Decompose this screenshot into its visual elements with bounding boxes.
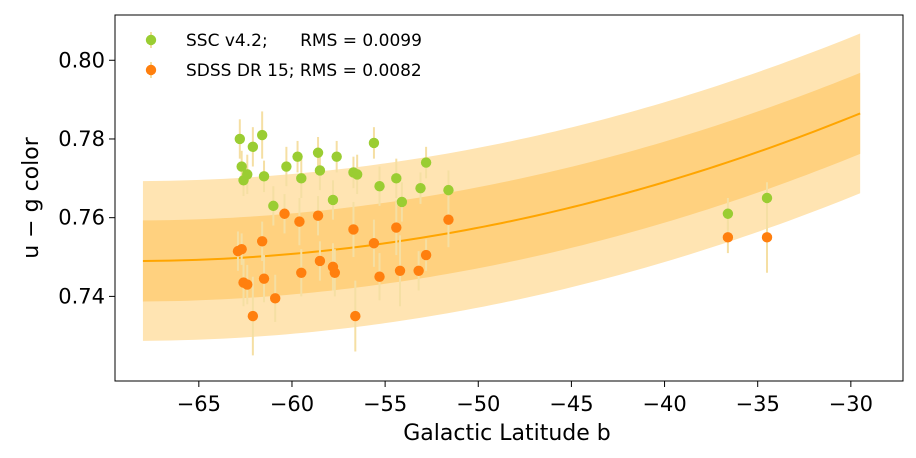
ssc-point [761,192,773,204]
sdss-point [391,222,402,233]
ssc-point [374,180,385,192]
sdss-point [348,224,359,235]
legend-marker [145,64,157,76]
sdss-point [294,216,305,227]
sdss-point [329,267,341,278]
x-tick-label: −40 [642,392,686,416]
sdss-point [314,255,326,267]
ssc-point [236,161,247,172]
ssc-point [314,165,326,176]
ssc-point [327,194,339,206]
sdss-point [247,310,259,322]
ssc-point [247,141,259,153]
y-axis-ticks: 0.74 0.76 0.78 0.80 [58,48,115,308]
y-tick-label: 0.74 [58,284,105,308]
x-tick-label: −50 [456,392,500,416]
legend-label: SDSS DR 15; RMS = 0.0082 [186,61,422,81]
legend-label: SSC v4.2; RMS = 0.0099 [186,31,422,51]
ssc-point [368,137,380,149]
x-axis-label: Galactic Latitude b [403,421,611,446]
ssc-point [331,151,342,162]
ssc-point [722,208,734,219]
ssc-point [312,147,324,158]
legend: SSC v4.2; RMS = 0.0099 SDSS DR 15; RMS = … [145,31,422,81]
fit-band-inner [142,72,861,302]
ssc-point [258,171,270,182]
legend-marker [145,34,157,46]
sdss-point [350,310,361,322]
sdss-point [722,232,734,243]
sdss-point [368,238,380,249]
sdss-point [296,267,307,278]
sdss-point [312,210,324,221]
y-tick-label: 0.78 [58,127,105,151]
sdss-point [236,243,247,255]
ssc-point [268,200,279,212]
sdss-point [413,265,424,277]
y-tick-label: 0.76 [58,206,105,230]
x-tick-label: −45 [549,392,593,416]
x-tick-label: −30 [829,392,873,416]
sdss-point [242,279,253,290]
ssc-point [443,184,454,196]
sdss-point [420,249,432,261]
x-tick-label: −60 [270,392,314,416]
sdss-point [761,232,773,243]
x-tick-label: −55 [363,392,407,416]
ssc-point [242,169,253,180]
ssc-point [351,169,363,180]
ssc-point [256,129,268,141]
sdss-point [258,273,270,284]
ssc-point [391,173,402,184]
sdss-point [256,236,268,247]
ssc-point [415,182,426,194]
sdss-point [374,271,385,282]
sdss-point [279,208,290,219]
plot-frame [114,14,904,382]
x-tick-label: −35 [736,392,780,416]
data-points [232,129,773,322]
ssc-point [420,157,432,168]
y-axis-label: u − g color [19,136,44,258]
ssc-point [296,173,307,184]
ssc-point [281,161,292,172]
sdss-point [443,214,454,225]
ssc-point [234,133,246,145]
ssc-point [396,196,408,208]
y-tick-label: 0.80 [58,48,105,72]
sdss-point [270,293,281,304]
x-axis-ticks: −65 −60 −55 −50 −45 −40 −35 −30 [177,381,873,416]
ssc-point [292,151,303,162]
x-tick-label: −65 [177,392,221,416]
sdss-point [394,265,406,277]
